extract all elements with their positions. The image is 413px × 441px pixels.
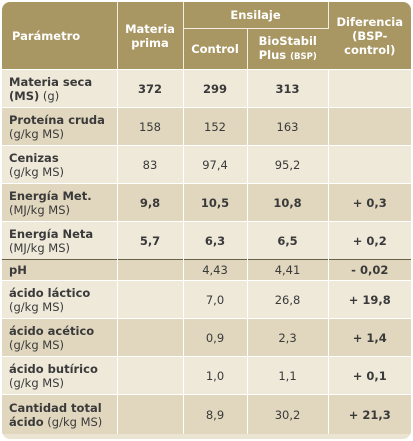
cell-biostabil: 313 [247, 69, 329, 108]
header-materia-prima: Materia prima [117, 2, 184, 70]
cell-biostabil: 2,3 [247, 318, 329, 357]
cell-materia [117, 356, 184, 395]
cell-materia [117, 259, 184, 281]
row-name: ácido láctico [9, 285, 91, 300]
row-label: Materia seca (MS) (g) [2, 69, 118, 108]
cell-biostabil: 4,41 [247, 259, 329, 281]
header-materia-line2: prima [131, 35, 169, 50]
header-diferencia: Diferencia (BSP- control) [328, 2, 411, 70]
table-row-acido-lactico: ácido láctico (g/kg MS) 7,0 26,8 + 19,8 [2, 280, 411, 319]
row-unit: (g/kg MS) [9, 164, 64, 179]
cell-biostabil: 10,8 [247, 183, 329, 222]
cell-control: 0,9 [183, 318, 248, 357]
header-control: Control [183, 28, 248, 70]
header-parametro: Parámetro [2, 2, 118, 70]
row-unit: (g) [39, 88, 60, 103]
row-name: Proteína cruda [9, 112, 105, 127]
row-name: pH [9, 263, 27, 277]
cell-diferencia: + 0,2 [328, 221, 411, 260]
row-name: ácido acético [9, 323, 95, 338]
row-unit: (g/kg MS) [43, 414, 103, 429]
cell-diferencia: + 1,4 [328, 318, 411, 357]
header-biostabil-line1: BioStabil [258, 34, 317, 48]
row-label: pH [2, 259, 118, 281]
row-name: Cantidad total [9, 400, 102, 415]
header-diferencia-line1: Diferencia [336, 14, 403, 29]
cell-diferencia: + 21,3 [328, 394, 411, 434]
row-label: ácido acético (g/kg MS) [2, 318, 118, 357]
header-biostabil: BioStabil Plus (BSP) [247, 28, 328, 70]
cell-biostabil: 95,2 [247, 145, 329, 184]
table-row-energia-met: Energía Met. (MJ/kg MS) 9,8 10,5 10,8 + 0… [2, 183, 411, 222]
cell-control: 6,3 [183, 221, 248, 260]
cell-biostabil: 6,5 [247, 221, 329, 260]
row-unit: (g/kg MS) [9, 375, 64, 390]
cell-diferencia: + 19,8 [328, 280, 411, 319]
row-unit: (g/kg MS) [9, 337, 64, 352]
table-row-ph: pH 4,43 4,41 - 0,02 [2, 259, 411, 281]
cell-materia: 372 [117, 69, 184, 108]
row-label: Proteína cruda (g/kg MS) [2, 107, 118, 146]
cell-biostabil: 26,8 [247, 280, 329, 319]
row-label: Energía Met. (MJ/kg MS) [2, 183, 118, 222]
header-diferencia-line2: (BSP- [352, 28, 388, 43]
row-name: Energía Met. [9, 188, 92, 203]
row-label: Cantidad total ácido (g/kg MS) [2, 394, 118, 434]
row-unit-pre: (MS) [9, 88, 40, 103]
row-label: ácido butírico (g/kg MS) [2, 356, 118, 395]
row-unit: (MJ/kg MS) [9, 202, 70, 217]
row-label: ácido láctico (g/kg MS) [2, 280, 118, 319]
cell-materia: 9,8 [117, 183, 184, 222]
table-row-materia-seca: Materia seca (MS) (g) 372 299 313 [2, 69, 411, 108]
cell-materia: 83 [117, 145, 184, 184]
header-biostabil-line2: Plus [258, 48, 287, 62]
cell-control: 8,9 [183, 394, 248, 434]
row-name: Cenizas [9, 150, 59, 165]
silage-comparison-table: Parámetro Materia prima Ensilaje Diferen… [2, 2, 411, 434]
row-label: Cenizas (g/kg MS) [2, 145, 118, 184]
cell-control: 1,0 [183, 356, 248, 395]
cell-biostabil: 1,1 [247, 356, 329, 395]
cell-control: 152 [183, 107, 248, 146]
table-row-cantidad-total: Cantidad total ácido (g/kg MS) 8,9 30,2 +… [2, 394, 411, 434]
cell-biostabil: 30,2 [247, 394, 329, 434]
row-unit: (MJ/kg MS) [9, 240, 70, 255]
header-ensilaje: Ensilaje [183, 2, 329, 29]
row-name: Materia seca [9, 74, 93, 89]
cell-materia [117, 394, 184, 434]
header-diferencia-line3: control) [344, 42, 396, 57]
row-name: ácido butírico [9, 361, 98, 376]
cell-biostabil: 163 [247, 107, 329, 146]
row-unit: (g/kg MS) [9, 299, 64, 314]
cell-diferencia: + 0,3 [328, 183, 411, 222]
table-row-energia-neta: Energía Neta (MJ/kg MS) 5,7 6,3 6,5 + 0,2 [2, 221, 411, 260]
cell-control: 4,43 [183, 259, 248, 281]
cell-materia: 158 [117, 107, 184, 146]
cell-diferencia [328, 145, 411, 184]
table-row-cenizas: Cenizas (g/kg MS) 83 97,4 95,2 [2, 145, 411, 184]
row-unit-pre: ácido [9, 414, 44, 429]
row-name: Energía Neta [9, 226, 94, 241]
cell-control: 7,0 [183, 280, 248, 319]
table-row-acido-acetico: ácido acético (g/kg MS) 0,9 2,3 + 1,4 [2, 318, 411, 357]
table-row-proteina: Proteína cruda (g/kg MS) 158 152 163 [2, 107, 411, 146]
header-materia-line1: Materia [125, 21, 175, 36]
cell-materia [117, 280, 184, 319]
cell-diferencia: + 0,1 [328, 356, 411, 395]
row-label: Energía Neta (MJ/kg MS) [2, 221, 118, 260]
cell-control: 299 [183, 69, 248, 108]
cell-diferencia [328, 107, 411, 146]
table-row-acido-butirico: ácido butírico (g/kg MS) 1,0 1,1 + 0,1 [2, 356, 411, 395]
cell-diferencia [328, 69, 411, 108]
cell-diferencia: - 0,02 [328, 259, 411, 281]
header-biostabil-abbr: (BSP) [290, 52, 317, 62]
cell-control: 10,5 [183, 183, 248, 222]
cell-control: 97,4 [183, 145, 248, 184]
cell-materia: 5,7 [117, 221, 184, 260]
cell-materia [117, 318, 184, 357]
row-unit: (g/kg MS) [9, 126, 64, 141]
